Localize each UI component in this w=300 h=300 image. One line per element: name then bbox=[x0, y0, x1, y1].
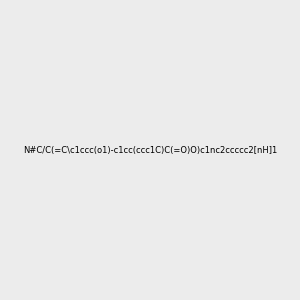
Text: N#C/C(=C\c1ccc(o1)-c1cc(ccc1C)C(=O)O)c1nc2ccccc2[nH]1: N#C/C(=C\c1ccc(o1)-c1cc(ccc1C)C(=O)O)c1n… bbox=[23, 146, 277, 154]
